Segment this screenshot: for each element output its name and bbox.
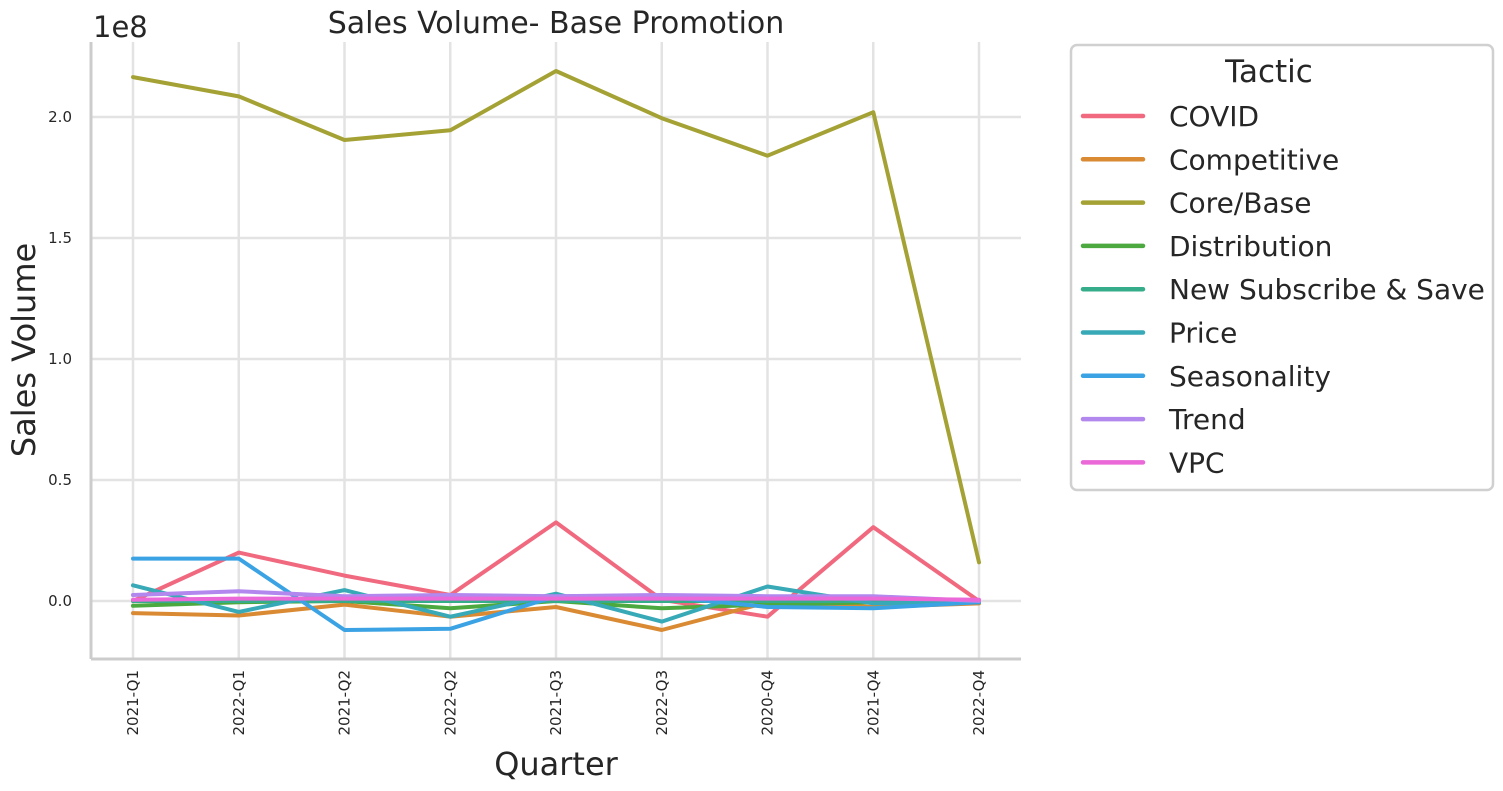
x-tick-label: 2021-Q2 xyxy=(336,670,354,736)
y-offset-label: 1e8 xyxy=(93,10,148,44)
x-tick-label: 2022-Q2 xyxy=(441,670,459,736)
grid xyxy=(91,42,1021,659)
y-tick-label: 2.0 xyxy=(48,108,72,126)
x-axis-label: Quarter xyxy=(494,745,618,783)
x-tick-label: 2020-Q4 xyxy=(759,670,777,736)
legend-label-seasonality: Seasonality xyxy=(1169,360,1331,393)
x-tick-label: 2021-Q4 xyxy=(864,670,882,736)
legend-label-core-base: Core/Base xyxy=(1169,187,1311,220)
legend-label-covid: COVID xyxy=(1169,100,1259,133)
legend-frame xyxy=(1069,43,1495,492)
x-tick-label: 2022-Q4 xyxy=(970,670,988,736)
y-axis-label: Sales Volume xyxy=(5,243,43,457)
y-tick-label: 0.0 xyxy=(48,592,72,610)
legend: Tactic COVID Competitive Core/Base Distribu… xyxy=(1069,43,1495,492)
legend-items: COVID Competitive Core/Base Distribution New… xyxy=(1080,100,1485,479)
axes xyxy=(89,42,1021,661)
legend-title: Tactic xyxy=(1224,54,1313,90)
x-tick-labels: 2021-Q1 2022-Q1 2021-Q2 2022-Q2 2021-Q3 2022-… xyxy=(124,670,988,736)
legend-label-distribution: Distribution xyxy=(1169,230,1332,263)
legend-label-trend: Trend xyxy=(1168,403,1246,436)
legend-label-price: Price xyxy=(1169,317,1237,350)
chart-title: Sales Volume- Base Promotion xyxy=(328,6,785,41)
y-tick-labels: 0.0 0.5 1.0 1.5 2.0 xyxy=(48,108,72,610)
series-line-vpc xyxy=(131,596,981,602)
legend-label-vpc: VPC xyxy=(1169,446,1225,479)
x-tick-label: 2022-Q1 xyxy=(230,670,248,736)
series-line-competitive xyxy=(131,600,981,632)
x-tick-label: 2021-Q1 xyxy=(124,670,142,736)
legend-label-new-subscribe-save: New Subscribe & Save xyxy=(1169,273,1485,306)
series-line-covid xyxy=(131,520,981,619)
y-tick-label: 1.5 xyxy=(48,229,72,247)
x-tick-label: 2022-Q3 xyxy=(653,670,671,736)
series-lines xyxy=(131,69,981,632)
legend-label-competitive: Competitive xyxy=(1169,143,1339,176)
y-tick-label: 0.5 xyxy=(48,471,72,489)
x-tick-label: 2021-Q3 xyxy=(547,670,565,736)
y-tick-label: 1.0 xyxy=(48,350,72,368)
series-line-trend xyxy=(131,589,981,603)
series-line-core-base xyxy=(131,69,981,565)
